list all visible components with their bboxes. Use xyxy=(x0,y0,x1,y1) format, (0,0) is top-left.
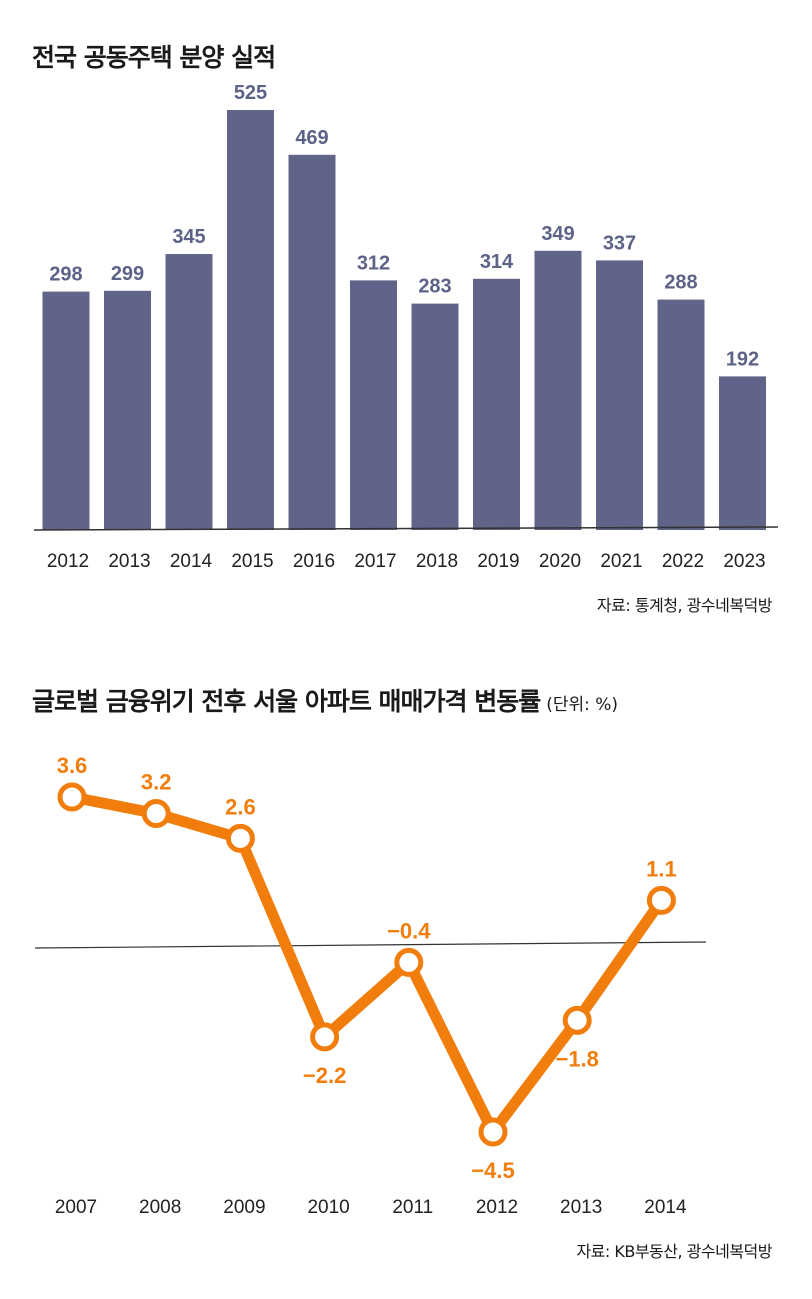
point-value-label: −4.5 xyxy=(471,1158,514,1183)
point-value-label: 3.2 xyxy=(141,770,172,795)
data-point-2014 xyxy=(646,885,676,915)
data-point-2013 xyxy=(562,1005,592,1035)
point-value-label: −0.4 xyxy=(387,918,431,943)
data-point-2009 xyxy=(225,823,255,853)
bar-2015 xyxy=(227,110,274,530)
bar-chart-title: 전국 공동주택 분양 실적 xyxy=(32,43,276,72)
bar-value-label: 314 xyxy=(480,251,514,273)
x-tick-label: 2015 xyxy=(231,551,273,572)
x-tick-label: 2019 xyxy=(477,551,519,572)
x-tick-label: 2013 xyxy=(108,551,150,572)
x-tick-label: 2011 xyxy=(392,1197,433,1218)
x-tick-label: 2017 xyxy=(354,551,396,572)
point-value-label: −2.2 xyxy=(303,1063,346,1088)
x-tick-label: 2007 xyxy=(55,1197,97,1218)
x-tick-label: 2014 xyxy=(170,551,213,572)
bar-value-label: 192 xyxy=(726,348,759,370)
x-tick-label: 2012 xyxy=(476,1197,518,1218)
x-tick-label: 2012 xyxy=(47,551,89,572)
bar-2014 xyxy=(165,254,213,530)
bar-value-label: 312 xyxy=(357,252,390,274)
line-chart: 3.6 2007 3.2 2008 2.6 2009 −2.2 2010 −0.4 2011 −4.… xyxy=(34,753,707,1218)
data-point-2011 xyxy=(394,947,424,977)
bar-2018 xyxy=(411,303,459,530)
x-tick-label: 2013 xyxy=(560,1197,602,1218)
data-point-2010 xyxy=(310,1022,340,1052)
bar-chart-source: 자료: 통계청, 광수네복덕방 xyxy=(596,596,773,615)
bar-2023 xyxy=(719,376,766,530)
point-value-label: 2.6 xyxy=(225,794,256,819)
x-tick-label: 2021 xyxy=(600,551,642,572)
x-tick-label: 2009 xyxy=(223,1197,265,1218)
x-tick-label: 2014 xyxy=(644,1197,687,1218)
line-chart-source: 자료: KB부동산, 광수네복덕방 xyxy=(576,1242,772,1261)
bar-value-label: 283 xyxy=(418,276,451,298)
series-line xyxy=(66,791,667,1138)
bar-chart: 298 2012 299 2013 345 2014 525 2015 469 2016 312 20… xyxy=(33,82,779,572)
bar-2022 xyxy=(657,299,705,530)
bar-2019 xyxy=(473,278,520,530)
bar-value-label: 299 xyxy=(111,263,144,285)
line-chart-title-text: 글로벌 금융위기 전후 서울 아파트 매매가격 변동률 xyxy=(32,687,541,716)
x-axis-line xyxy=(33,526,779,531)
bar-value-label: 469 xyxy=(295,127,328,149)
x-tick-label: 2010 xyxy=(307,1197,349,1218)
x-tick-label: 2022 xyxy=(662,551,704,572)
x-tick-label: 2018 xyxy=(416,551,458,572)
bar-value-label: 298 xyxy=(49,264,82,286)
bar-2021 xyxy=(596,260,643,530)
bar-2016 xyxy=(288,154,336,531)
x-tick-label: 2016 xyxy=(293,551,335,572)
bar-value-label: 337 xyxy=(603,232,636,254)
line-chart-unit: (단위: %) xyxy=(546,695,619,715)
data-point-2007 xyxy=(57,782,87,812)
bar-2013 xyxy=(104,290,151,530)
x-tick-label: 2023 xyxy=(723,551,765,572)
point-value-label: 1.1 xyxy=(646,856,677,881)
bar-value-label: 525 xyxy=(234,82,267,104)
bar-2012 xyxy=(42,291,90,530)
zero-baseline xyxy=(34,941,707,949)
bar-2020 xyxy=(534,250,582,531)
bar-value-label: 288 xyxy=(664,272,697,294)
bar-value-label: 345 xyxy=(172,226,205,248)
point-value-label: 3.6 xyxy=(57,753,88,778)
x-tick-label: 2020 xyxy=(539,551,581,572)
point-value-label: −1.8 xyxy=(555,1046,598,1071)
bar-value-label: 349 xyxy=(541,223,574,245)
data-point-2012 xyxy=(478,1117,508,1147)
line-chart-title: 글로벌 금융위기 전후 서울 아파트 매매가격 변동률 (단위: %) xyxy=(32,682,618,718)
data-point-2008 xyxy=(141,799,171,829)
bar-2017 xyxy=(350,280,397,530)
x-tick-label: 2008 xyxy=(139,1197,181,1218)
